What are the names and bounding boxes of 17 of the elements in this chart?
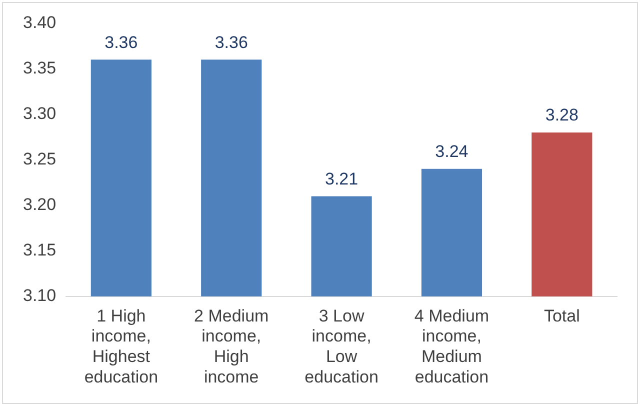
y-tick-label: 3.25 bbox=[22, 149, 56, 168]
y-tick-label: 3.30 bbox=[22, 104, 56, 123]
data-label: 3.21 bbox=[324, 169, 358, 188]
x-tick-label: Total bbox=[544, 306, 580, 326]
y-tick-label: 3.40 bbox=[22, 12, 56, 32]
data-label: 3.24 bbox=[435, 142, 468, 162]
x-tick-label: 1 High income, Highest education bbox=[84, 306, 158, 386]
data-label: 3.28 bbox=[545, 106, 578, 125]
y-tick-label: 3.35 bbox=[22, 58, 56, 78]
data-label: 3.36 bbox=[214, 32, 248, 52]
data-label: 3.36 bbox=[104, 32, 138, 52]
x-tick-label: 3 Low income, Low education bbox=[304, 306, 378, 386]
y-tick-label: 3.20 bbox=[22, 195, 56, 214]
y-tick-label: 3.15 bbox=[22, 240, 56, 260]
x-tick-label: 2 Medium income, High income bbox=[194, 306, 269, 386]
x-tick-label: 4 Medium income, Medium education bbox=[414, 306, 490, 386]
y-tick-label: 3.10 bbox=[22, 286, 56, 306]
